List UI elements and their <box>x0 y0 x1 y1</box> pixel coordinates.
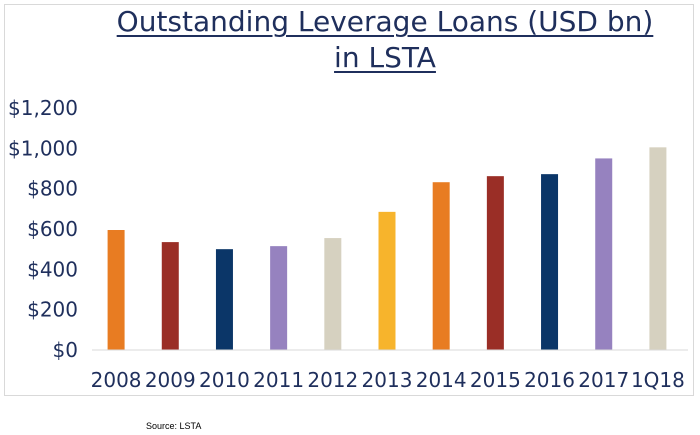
y-axis: $0 $200 $400 $600 $800 $1,000 $1,200 <box>8 96 78 362</box>
x-tick-label: 2014 <box>416 368 467 392</box>
x-tick-label: 2013 <box>362 368 413 392</box>
y-tick-label: $400 <box>27 257 78 281</box>
bar-2010 <box>215 249 233 350</box>
bar-2009 <box>161 242 179 350</box>
chart-title-line-1: Outstanding Leverage Loans (USD bn) <box>116 5 654 38</box>
x-tick-label: 2010 <box>199 368 250 392</box>
y-tick-label: $600 <box>27 217 78 241</box>
x-tick-label: 2016 <box>524 368 575 392</box>
bar-2016 <box>541 174 559 350</box>
bar-2012 <box>324 238 342 350</box>
bars <box>107 147 667 350</box>
chart-title-line-2: in LSTA <box>334 41 436 74</box>
x-tick-label: 2012 <box>307 368 358 392</box>
bar-2015 <box>486 176 504 350</box>
bar-2011 <box>270 246 288 350</box>
bar-2017 <box>595 158 613 350</box>
bar-1q18 <box>649 147 667 350</box>
y-tick-label: $0 <box>53 338 78 362</box>
bar-2008 <box>107 230 125 350</box>
y-tick-label: $1,000 <box>8 136 78 160</box>
bar-2013 <box>378 211 396 350</box>
chart-frame <box>4 4 694 396</box>
y-tick-label: $200 <box>27 298 78 322</box>
x-axis: 2008 2009 2010 2011 2012 2013 2014 2015 2016 2017… <box>91 349 688 392</box>
chart-title: Outstanding Leverage Loans (USD bn) in L… <box>0 4 700 76</box>
x-tick-label: 1Q18 <box>631 368 685 392</box>
bar-2014 <box>432 182 450 350</box>
x-tick-label: 2008 <box>91 368 142 392</box>
y-tick-label: $800 <box>27 177 78 201</box>
source-note: Source: LSTA <box>146 421 202 431</box>
x-tick-label: 2017 <box>578 368 629 392</box>
x-tick-label: 2015 <box>470 368 521 392</box>
x-tick-label: 2011 <box>253 368 304 392</box>
y-tick-label: $1,200 <box>8 96 78 120</box>
x-tick-label: 2009 <box>145 368 196 392</box>
